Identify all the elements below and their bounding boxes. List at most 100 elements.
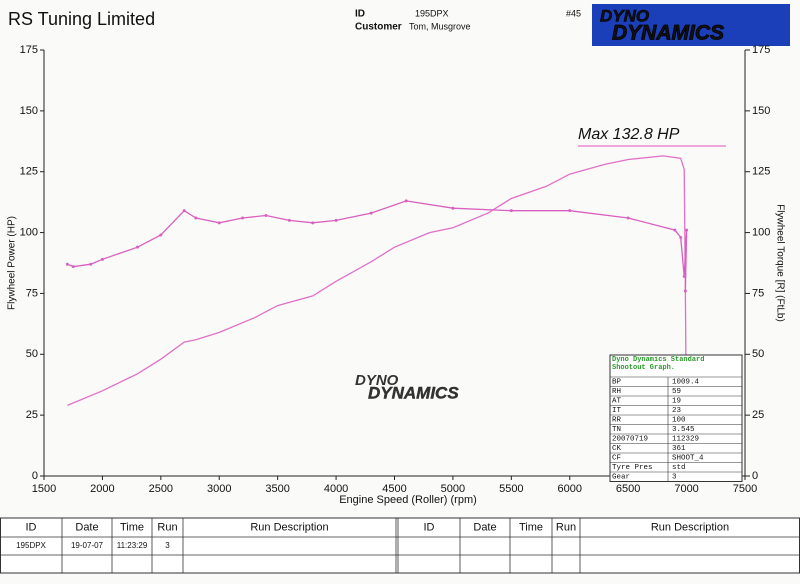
series-marker: [241, 216, 245, 220]
series-marker: [287, 218, 291, 222]
y-tick-label: 150: [20, 105, 38, 117]
series-marker: [682, 274, 686, 278]
info-cell: RR: [612, 417, 622, 425]
run-header-cell: Run: [556, 521, 576, 533]
info-cell: BP: [612, 379, 622, 387]
y2-tick-label: 50: [752, 348, 764, 360]
run-header-cell: Date: [75, 521, 98, 533]
series-marker: [685, 228, 689, 232]
x-tick-label: 7000: [674, 483, 698, 495]
x-tick-label: 3500: [265, 483, 289, 495]
run-cell: 11:23:29: [117, 541, 148, 550]
run-cell: 195DPX: [16, 541, 46, 550]
x-tick-label: 4500: [382, 483, 406, 495]
x-tick-label: 5000: [441, 483, 465, 495]
series-line: [67, 155, 688, 457]
logo-bottom: DYNAMICS: [612, 22, 724, 45]
x-tick-label: 4000: [324, 483, 348, 495]
series-marker: [182, 209, 186, 213]
series-marker: [673, 228, 677, 232]
customer-value: Tom, Musgrove: [409, 21, 471, 31]
x-tick-label: 2500: [149, 483, 173, 495]
y-tick-label: 100: [20, 226, 38, 238]
x-axis-label: Engine Speed (Roller) (rpm): [339, 494, 477, 506]
series-marker: [626, 216, 630, 220]
y2-tick-label: 175: [752, 44, 770, 56]
run-header-cell: Time: [120, 521, 144, 533]
info-title: Dyno Dynamics Standard Shootout Graph.: [612, 356, 705, 372]
info-cell: 59: [672, 388, 681, 396]
x-tick-label: 1500: [32, 483, 56, 495]
series-marker: [217, 221, 221, 225]
info-cell: Gear: [612, 474, 630, 482]
watermark: DYNO DYNAMICS: [355, 372, 460, 403]
y-tick-label: 50: [26, 348, 38, 360]
y2-tick-label: 75: [752, 287, 764, 299]
run-cell: 3: [165, 541, 170, 550]
info-cell: Tyre Pres: [612, 464, 653, 472]
info-cell: 100: [672, 417, 686, 425]
id-value: 195DPX: [415, 8, 449, 18]
x-tick-label: 3000: [207, 483, 231, 495]
x-tick-label: 6500: [616, 483, 640, 495]
logo-box: [592, 4, 790, 46]
x-tick-label: 5500: [499, 483, 523, 495]
info-cell: std: [672, 464, 686, 472]
run-header-cell: ID: [424, 521, 435, 533]
info-cell: 361: [672, 445, 686, 453]
y-tick-label: 125: [20, 166, 38, 178]
info-cell: SHOOT_4: [672, 455, 704, 463]
series-marker: [311, 221, 315, 225]
y-axis-label: Flywheel Power (HP): [7, 216, 18, 310]
info-cell: 20070719: [612, 436, 648, 444]
y2-tick-label: 125: [752, 166, 770, 178]
run-cell: 19-07-07: [71, 541, 104, 550]
series-marker: [71, 265, 75, 269]
info-cell: IT: [612, 407, 622, 415]
run-header-cell: Time: [519, 521, 543, 533]
series-marker: [369, 211, 373, 215]
info-cell: CK: [612, 445, 622, 453]
logo-top: DYNO: [600, 6, 649, 25]
y-tick-label: 25: [26, 409, 38, 421]
run-table-frame: [0, 517, 800, 574]
info-cell: CF: [612, 455, 621, 463]
run-header-cell: Date: [473, 521, 496, 533]
x-tick-label: 7500: [733, 483, 757, 495]
y2-tick-label: 150: [752, 105, 770, 117]
y-tick-label: 75: [26, 287, 38, 299]
run-header-cell: Run Description: [651, 521, 729, 533]
series-marker: [159, 233, 163, 237]
y2-tick-label: 0: [752, 470, 758, 482]
info-title-holder: Dyno Dynamics Standard Shootout Graph.: [612, 356, 705, 372]
y2-axis-label: Flywheel Torque [R] (FtLb): [774, 204, 785, 322]
series-marker: [683, 289, 687, 293]
series-marker: [404, 199, 408, 203]
info-cell: 112329: [672, 436, 699, 444]
y2-tick-label: 25: [752, 409, 764, 421]
logo: DYNO DYNAMICS: [592, 4, 790, 46]
info-cell: 3: [672, 474, 677, 482]
series-marker: [334, 218, 338, 222]
run-header-cell: Run: [157, 521, 177, 533]
info-cell: 1009.4: [672, 379, 700, 387]
info-cell: AT: [612, 398, 622, 406]
series-marker: [568, 209, 572, 213]
info-cell: RH: [612, 388, 621, 396]
info-table-frame: [609, 354, 743, 482]
info-cell: 3.545: [672, 426, 695, 434]
y2-tick-label: 100: [752, 226, 770, 238]
series-marker: [65, 262, 69, 266]
series-marker: [451, 206, 455, 210]
info-cell: 23: [672, 407, 682, 415]
y-tick-label: 0: [32, 470, 38, 482]
x-tick-label: 2000: [90, 483, 114, 495]
series-marker: [89, 262, 93, 266]
watermark-bottom: DYNAMICS: [368, 383, 459, 402]
series-marker: [679, 235, 683, 239]
info-cell: 19: [672, 398, 681, 406]
series-marker: [100, 257, 104, 261]
customer-label: Customer: [355, 22, 402, 33]
